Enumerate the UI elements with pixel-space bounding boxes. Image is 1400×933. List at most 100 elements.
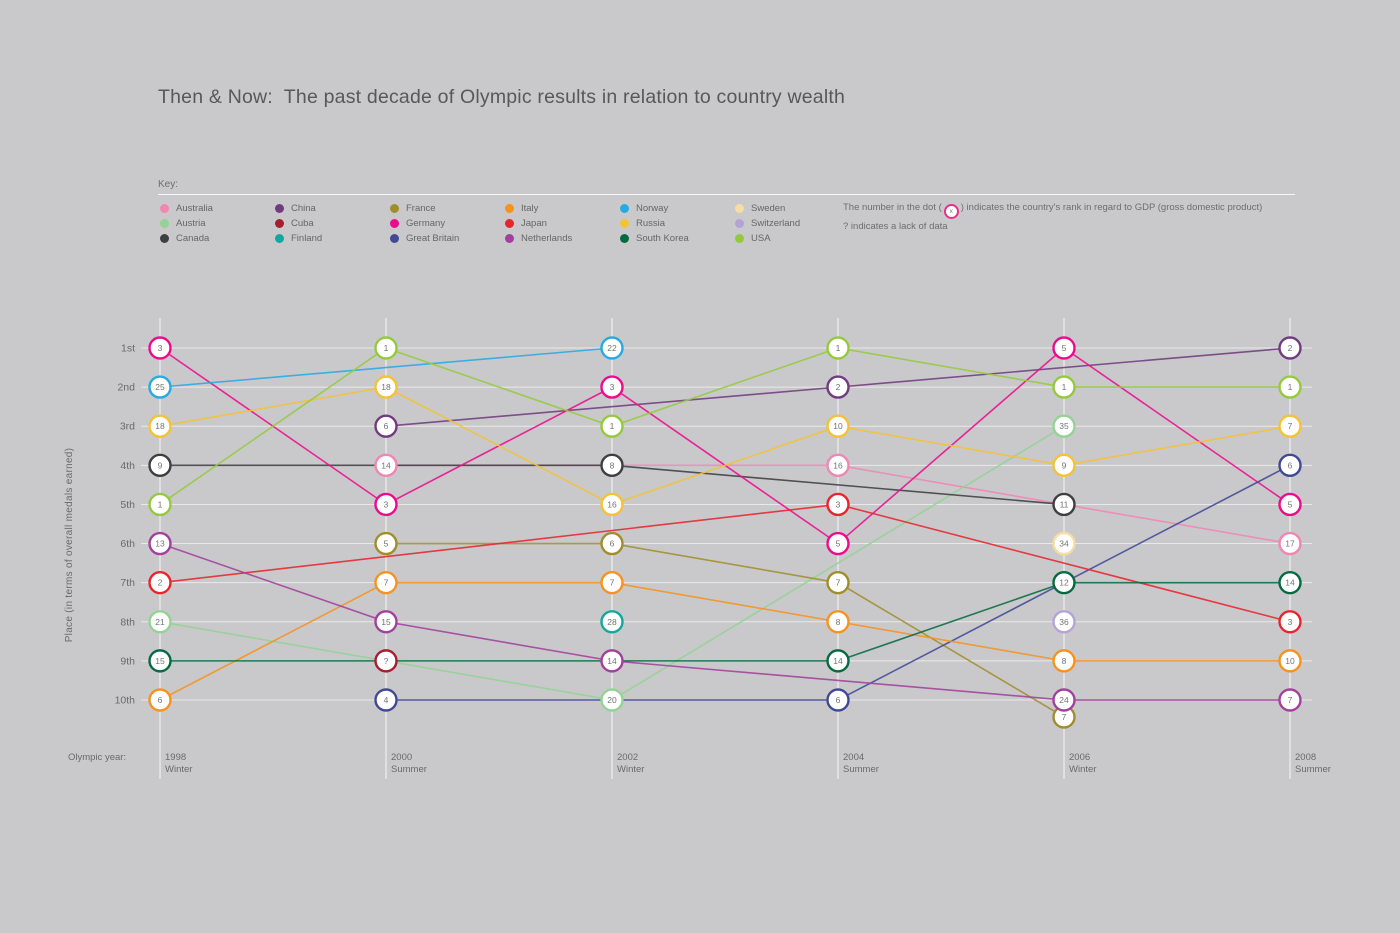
dot-usa-1998 [148, 492, 172, 517]
x-tick-season-2006: Winter [1069, 764, 1096, 775]
legend-label: Japan [521, 218, 547, 230]
note-line1: The number in the dot (x) indicates the … [843, 200, 1263, 220]
dot-japan-1998 [148, 570, 172, 595]
dot-italy-2000 [374, 570, 398, 595]
gdp-rank-australia-2008: 17 [1285, 539, 1295, 549]
dot-great-britain-2004 [826, 688, 850, 712]
dot-russia-2004 [826, 414, 850, 438]
dot-canada-1998 [148, 453, 172, 478]
dot-south-korea-2006 [1052, 570, 1076, 595]
key-note: The number in the dot (x) indicates the … [843, 200, 1262, 234]
dot-norway-2002 [600, 336, 624, 360]
dot-netherlands-1998 [148, 531, 172, 556]
legend-label: Finland [291, 233, 323, 245]
gdp-rank-australia-2000: 14 [381, 460, 391, 470]
gdp-rank-usa-2006: 1 [1062, 382, 1067, 392]
gdp-rank-italy-2004: 8 [836, 617, 841, 627]
dot-norway-1998 [148, 375, 172, 399]
gdp-rank-china-2004: 2 [836, 382, 841, 392]
gdp-rank-italy-1998: 6 [158, 695, 163, 705]
key-divider [158, 194, 1295, 195]
x-tick-season-2000: Summer [391, 764, 427, 775]
note-text-post: ) indicates the country's rank in regard… [960, 202, 1263, 213]
gdp-rank-russia-2000: 18 [381, 382, 391, 392]
gdp-rank-australia-2004: 16 [833, 460, 843, 470]
gdp-rank-dot-icon: x [943, 204, 959, 220]
legend-dot-netherlands-icon [505, 234, 514, 244]
legend-dot-cuba-icon [275, 219, 284, 229]
dot-russia-2006 [1052, 453, 1076, 478]
gdp-rank-usa-2000: 1 [384, 343, 389, 353]
y-tick-2nd: 2nd [117, 382, 135, 394]
legend-item-great-britain: Great Britain [390, 231, 505, 246]
legend-label: USA [751, 233, 771, 245]
legend-label: Russia [636, 218, 666, 230]
dot-canada-2006 [1052, 492, 1076, 517]
gdp-rank-switzerland-2006: 36 [1059, 617, 1069, 627]
dot-south-korea-2008 [1278, 570, 1302, 595]
key-legend: Australia Austria Canada China Cuba Finland Fr… [160, 201, 850, 247]
legend-item-canada: Canada [160, 231, 275, 246]
dot-finland-2002 [600, 610, 624, 634]
gdp-rank-great-britain-2000: 4 [384, 695, 389, 705]
legend-dot-australia-icon [160, 204, 169, 214]
legend-label: Switzerland [751, 218, 801, 230]
y-tick-9th: 9th [120, 655, 135, 667]
gdp-rank-south-korea-2004: 14 [833, 656, 843, 666]
dot-france-2004 [826, 570, 850, 595]
gdp-rank-great-britain-2008: 6 [1288, 460, 1293, 470]
x-tick-year-2002: 2002 [617, 752, 638, 763]
dot-usa-2000 [374, 336, 398, 360]
dot-italy-2008 [1278, 649, 1302, 673]
y-tick-6th: 6th [120, 538, 135, 550]
gdp-rank-canada-1998: 9 [158, 460, 163, 470]
dot-netherlands-2008 [1278, 688, 1302, 712]
note-text-pre: The number in the dot ( [843, 202, 942, 213]
series-line-south-korea [160, 581, 1290, 662]
dot-cuba-2000 [374, 649, 398, 673]
legend-item-russia: Russia [620, 216, 735, 231]
gdp-rank-china-2000: 6 [384, 421, 389, 431]
dot-china-2004 [826, 375, 850, 399]
legend-item-finland: Finland [275, 231, 390, 246]
dot-japan-2008 [1278, 610, 1302, 634]
gdp-rank-sweden-2006: 34 [1059, 539, 1069, 549]
legend-label: Cuba [291, 218, 314, 230]
dot-italy-2002 [600, 570, 624, 595]
legend-dot-canada-icon [160, 234, 169, 244]
gdp-rank-austria-2002: 20 [607, 695, 617, 705]
gdp-rank-netherlands-2008: 7 [1288, 695, 1293, 705]
dot-usa-2008 [1278, 375, 1302, 399]
legend-item-japan: Japan [505, 216, 620, 231]
dot-austria-2002 [600, 688, 624, 712]
gdp-rank-germany-1998: 3 [158, 343, 163, 353]
series-line-russia [159, 386, 1291, 506]
legend-item-south-korea: South Korea [620, 231, 735, 246]
legend-label: Austria [176, 218, 206, 230]
gdp-rank-netherlands-2000: 15 [381, 617, 391, 627]
y-tick-4th: 4th [120, 460, 135, 472]
dot-germany-2000 [374, 492, 398, 517]
legend-label: Great Britain [406, 233, 460, 245]
x-tick-season-2002: Winter [617, 764, 644, 775]
dot-germany-1998 [148, 336, 172, 360]
legend-item-china: China [275, 201, 390, 216]
gdp-rank-japan-2004: 3 [836, 499, 841, 509]
gdp-rank-canada-2002: 8 [610, 460, 615, 470]
legend-dot-russia-icon [620, 219, 629, 229]
y-tick-5th: 5th [120, 499, 135, 511]
gdp-rank-germany-2000: 3 [384, 499, 389, 509]
gdp-rank-usa-2008: 1 [1288, 382, 1293, 392]
dot-netherlands-2000 [374, 610, 398, 634]
gdp-rank-italy-2008: 10 [1285, 656, 1295, 666]
gdp-rank-south-korea-2006: 12 [1059, 578, 1069, 588]
dot-russia-2000 [374, 375, 398, 399]
gdp-rank-germany-2004: 5 [836, 539, 841, 549]
dot-russia-2002 [600, 492, 624, 517]
gdp-rank-great-britain-2004: 6 [836, 695, 841, 705]
dot-russia-2008 [1278, 414, 1302, 438]
legend-label: Australia [176, 203, 213, 215]
gdp-rank-italy-2006: 8 [1062, 656, 1067, 666]
dot-australia-2004 [826, 453, 850, 478]
